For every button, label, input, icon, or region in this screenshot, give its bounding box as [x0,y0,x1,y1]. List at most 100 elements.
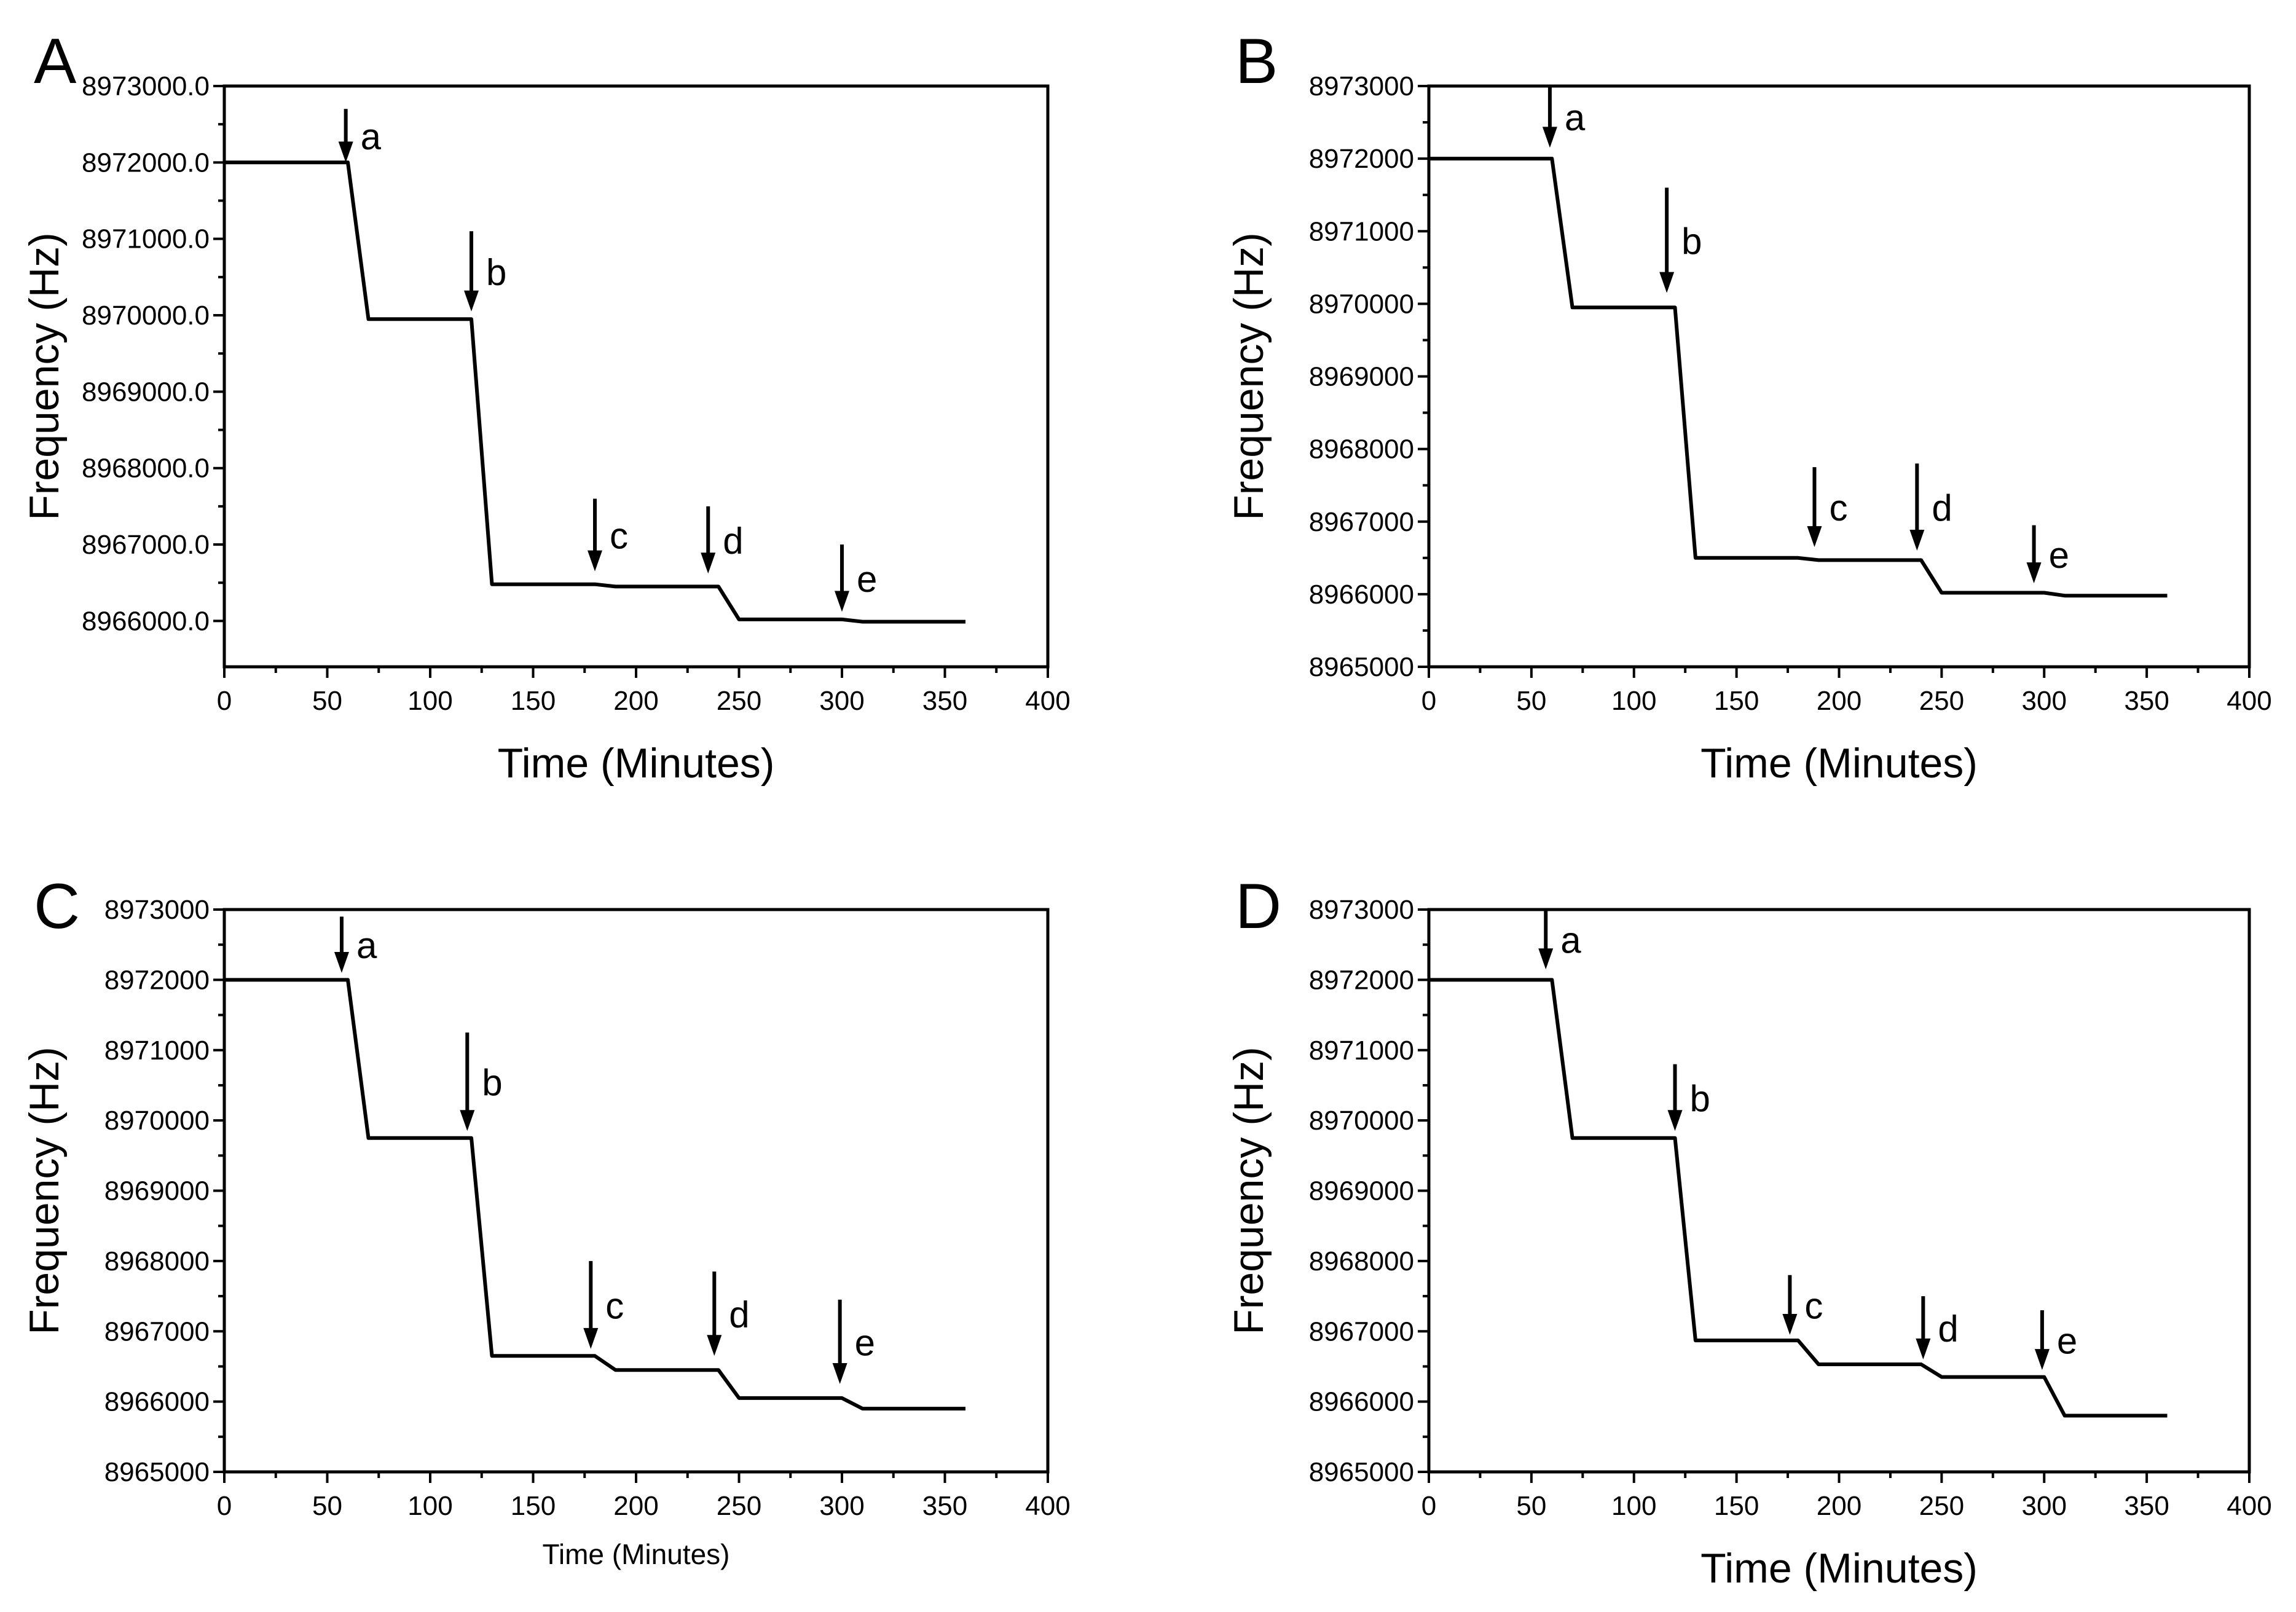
arrow-head [832,1363,847,1385]
x-tick-label: 350 [922,1491,967,1521]
annotation-label: d [729,1294,749,1335]
annotation-label: e [2057,1321,2077,1362]
annotation-label: b [482,1062,502,1103]
annotation-label: d [1938,1308,1958,1350]
x-tick-label: 350 [2124,686,2169,716]
arrow-head [2034,1349,2050,1370]
y-tick-label: 8971000.0 [82,224,210,254]
x-tick-label: 0 [1421,686,1436,716]
arrow-head [588,550,602,572]
x-tick-label: 200 [1817,686,1862,716]
x-tick-label: 50 [1516,686,1546,716]
x-tick-label: 300 [2022,1491,2067,1521]
y-tick-label: 8968000.0 [82,454,210,484]
annotation-label: a [1560,920,1581,961]
x-tick-label: 100 [1611,1491,1656,1521]
annotation-label: b [1690,1078,1710,1119]
x-axis-title: Time (Minutes) [543,1538,730,1570]
annotation-arrow-a: a [338,109,382,163]
x-tick-label: 350 [922,686,967,716]
y-tick-label: 8967000 [104,1316,210,1347]
arrow-head [1659,272,1675,293]
arrow-head [338,141,353,163]
annotation-arrow-d: d [701,506,744,574]
annotation-arrow-b: b [460,1032,503,1131]
panel-letter: A [34,26,77,97]
annotation-arrow-e: e [2034,1310,2077,1370]
x-tick-label: 50 [312,686,342,716]
series-line [224,160,965,624]
x-tick-label: 250 [717,686,761,716]
y-tick-label: 8973000 [1309,71,1414,101]
x-tick-label: 200 [1817,1491,1862,1521]
y-tick-label: 8970000 [1309,289,1414,319]
arrow-head [701,552,716,574]
arrow-head [1909,530,1925,551]
x-tick-label: 150 [1714,686,1759,716]
annotation-label: a [1565,97,1586,138]
annotation-label: c [1829,487,1847,529]
annotation-label: a [361,116,382,157]
panel-b: B 0 50 100 150 200 250 300 350 400 8965000 8966000 8… [1225,26,2272,787]
x-tick-label: 100 [1611,686,1656,716]
annotation-arrow-e: e [835,545,877,612]
y-tick-label: 8972000 [1309,144,1414,174]
annotation-label: c [1804,1285,1823,1326]
panel-letter: C [34,871,80,942]
series-line [224,978,965,1411]
arrow-head [1538,948,1554,970]
panel-letter: D [1235,871,1281,942]
annotation-arrow-d: d [1916,1296,1959,1359]
panel-a: A 0 50 100 150 200 250 300 350 400 8966000.0 896700… [21,26,1071,787]
annotation-arrow-d: d [707,1272,750,1356]
y-tick-label: 8965000 [1309,1457,1414,1487]
annotation-arrow-d: d [1909,463,1952,551]
annotation-label: c [605,1285,624,1326]
y-tick-label: 8967000 [1309,1316,1414,1347]
x-tick-label: 200 [613,686,658,716]
annotation-label: e [2049,535,2069,576]
y-tick-label: 8966000 [104,1387,210,1417]
y-tick-label: 8969000 [104,1176,210,1206]
annotation-label: e [857,559,877,600]
y-tick-label: 8969000 [1309,362,1414,392]
annotation-arrow-b: b [1667,1064,1710,1131]
series-line [1429,157,2168,598]
x-tick-label: 0 [1421,1491,1436,1521]
x-tick-label: 350 [2124,1491,2169,1521]
x-tick-label: 250 [1919,686,1964,716]
x-tick-label: 0 [217,1491,232,1521]
plot-frame [1427,84,2251,669]
annotation-arrow-e: e [832,1299,875,1385]
arrow-head [464,290,479,312]
y-tick-label: 8970000 [104,1106,210,1136]
annotation-arrow-c: c [1807,467,1847,548]
arrow-head [1807,526,1822,548]
annotation-label: a [356,925,377,966]
panel-d: D 0 50 100 150 200 250 300 350 400 8965000 8966000 8… [1225,871,2272,1592]
annotation-arrow-b: b [464,231,506,312]
arrow-head [2026,562,2042,584]
x-tick-label: 400 [1025,686,1070,716]
annotation-label: d [723,521,743,562]
x-tick-label: 400 [2227,1491,2271,1521]
x-tick-label: 300 [819,686,864,716]
y-tick-label: 8968000 [1309,1246,1414,1276]
x-tick-label: 50 [312,1491,342,1521]
arrow-head [1667,1110,1683,1131]
annotation-arrow-a: a [1538,910,1581,970]
y-tick-label: 8967000 [1309,507,1414,537]
y-tick-label: 8969000 [1309,1176,1414,1206]
annotation-label: b [486,252,506,293]
panel-c: C 0 50 100 150 200 250 300 350 400 8965000 8966000 8… [21,871,1071,1570]
y-tick-label: 8972000 [1309,965,1414,995]
annotation-arrow-c: c [1782,1275,1823,1335]
arrow-head [583,1327,599,1349]
y-tick-label: 8973000.0 [82,71,210,101]
y-tick-label: 8966000 [1309,580,1414,610]
y-tick-label: 8970000 [1309,1106,1414,1136]
x-tick-label: 50 [1516,1491,1546,1521]
y-tick-label: 8969000.0 [82,377,210,407]
y-axis-title: Frequency (Hz) [1225,232,1272,521]
y-tick-label: 8967000.0 [82,530,210,560]
